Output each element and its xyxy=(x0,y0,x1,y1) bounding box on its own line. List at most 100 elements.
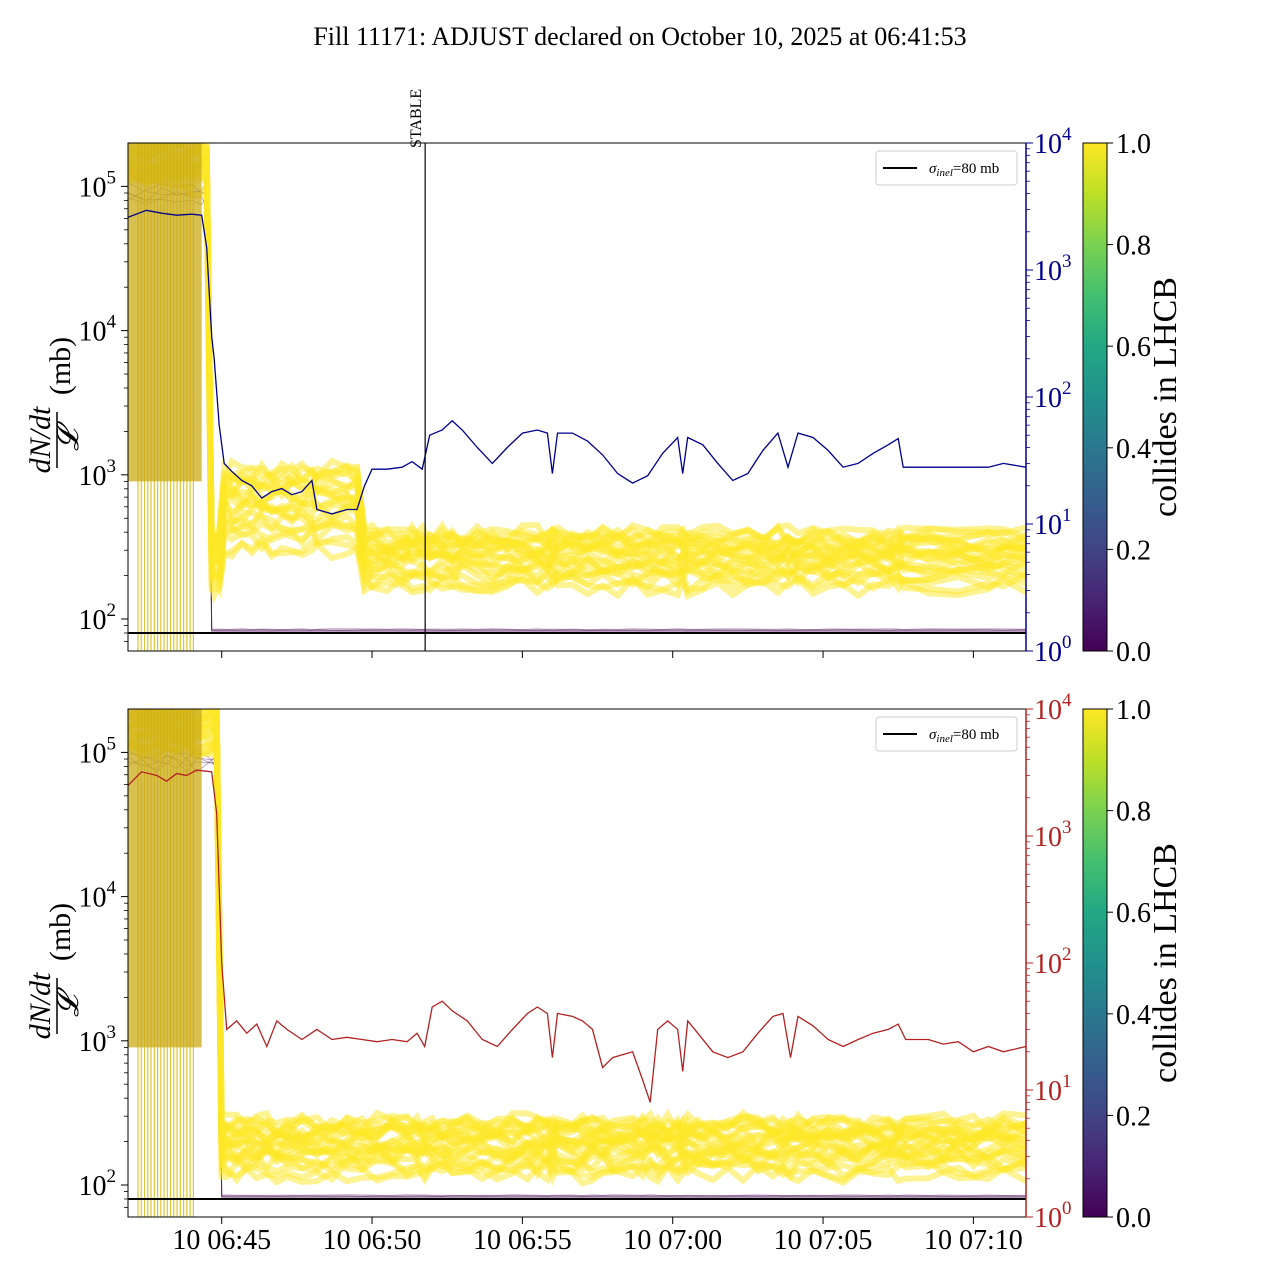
bunch-trace xyxy=(128,727,1026,1170)
bunch-trace xyxy=(128,709,1026,1140)
bunch-trace xyxy=(128,710,1026,1149)
bunch-trace xyxy=(128,191,1026,632)
bunch-trace xyxy=(128,193,1026,632)
bunch-trace xyxy=(128,717,1026,1162)
x-tick-label: 10 07:00 xyxy=(623,1225,722,1256)
bottom-x-axis: 10 06:45 10 06:50 10 06:55 10 07:00 10 07:05… xyxy=(172,1217,1023,1256)
bunch-trace xyxy=(128,727,1026,1173)
x-tick-label: 10 06:55 xyxy=(473,1225,572,1256)
bottom-legend-box xyxy=(875,716,1018,752)
top-early-colliding-traces xyxy=(128,143,202,651)
colorbar-tick-label: 1.0 xyxy=(1116,695,1151,726)
top-colorbar: 0.0 0.2 0.4 0.6 0.8 1.0 collides in LHCB xyxy=(1082,129,1184,668)
bunch-trace xyxy=(128,749,1026,1197)
colorbar-tick-label: 0.4 xyxy=(1116,434,1151,465)
bottom-colorbar-ticks: 0.0 0.2 0.4 0.6 0.8 1.0 xyxy=(1107,695,1151,1234)
bunch-trace xyxy=(128,709,1026,1152)
right-tick-label: 104 xyxy=(1034,124,1072,160)
bunch-trace xyxy=(128,180,1026,631)
right-tick-label: 102 xyxy=(1034,944,1072,980)
early-bunch-fill xyxy=(128,143,202,482)
bunch-trace xyxy=(128,723,1026,1166)
bottom-y-axis-label: dN/dt 𝓛 (mb) xyxy=(24,903,85,1040)
right-tick-label: 100 xyxy=(1034,632,1072,668)
bunch-trace xyxy=(128,709,1026,1142)
bottom-colorbar: 0.0 0.2 0.4 0.6 0.8 1.0 collides in LHCB xyxy=(1082,695,1184,1234)
right-tick-label: 100 xyxy=(1034,1198,1072,1234)
bunch-trace xyxy=(128,713,1026,1153)
bunch-trace xyxy=(128,734,1026,1182)
top-ylabel-numerator: dN/dt xyxy=(24,406,57,473)
colorbar-tick-label: 0.8 xyxy=(1116,797,1151,828)
bunch-trace xyxy=(128,747,1026,1197)
top-colorbar-ticks: 0.0 0.2 0.4 0.6 0.8 1.0 xyxy=(1107,129,1151,668)
bunch-trace xyxy=(128,143,1026,561)
colorbar-tick-label: 0.2 xyxy=(1116,535,1151,566)
colorbar-tick-label: 0.8 xyxy=(1116,231,1151,262)
top-panel: STABLE 102 103 104 105 100 101 102 103 104 dN/d… xyxy=(24,89,1184,668)
bottom-early-colliding-traces xyxy=(128,709,202,1217)
bunch-trace xyxy=(128,725,1026,1177)
bottom-bunch-rate-band xyxy=(128,709,1026,1198)
top-left-y-axis: 102 103 104 105 xyxy=(79,167,128,642)
colorbar-tick-label: 0.6 xyxy=(1116,332,1151,363)
bottom-rate-line xyxy=(128,769,1026,1103)
bunch-trace xyxy=(128,720,1026,1164)
left-tick-label: 104 xyxy=(79,312,117,348)
top-legend: σinel=80 mb xyxy=(875,150,1018,186)
bottom-ylabel-numerator: dN/dt xyxy=(24,972,57,1039)
bunch-trace xyxy=(145,709,1026,1138)
bunch-trace xyxy=(128,143,1026,560)
right-tick-label: 104 xyxy=(1034,690,1072,726)
bunch-trace xyxy=(128,713,1026,1156)
bottom-legend-label: σinel=80 mb xyxy=(929,727,999,745)
bottom-plot-area xyxy=(128,709,1026,1217)
top-right-y-axis: 100 101 102 103 104 xyxy=(1025,124,1072,668)
bunch-trace xyxy=(131,143,1026,552)
top-x-axis xyxy=(221,651,974,658)
bunch-trace xyxy=(128,709,1026,1136)
colorbar-tick-label: 0.2 xyxy=(1116,1101,1151,1132)
figure-title: Fill 11171: ADJUST declared on October 1… xyxy=(313,22,966,51)
left-tick-label: 102 xyxy=(79,1166,117,1202)
bunch-trace xyxy=(128,711,1026,1151)
colorbar-tick-label: 0.0 xyxy=(1116,637,1151,668)
bottom-left-y-axis: 102 103 104 105 xyxy=(79,733,128,1208)
top-legend-box xyxy=(875,150,1018,186)
left-tick-label: 103 xyxy=(79,1022,117,1058)
bunch-trace xyxy=(128,709,1026,1146)
x-tick-label: 10 06:45 xyxy=(172,1225,271,1256)
right-tick-label: 103 xyxy=(1034,817,1072,853)
bunch-trace xyxy=(128,719,1026,1166)
left-tick-label: 103 xyxy=(79,456,117,492)
top-legend-label: σinel=80 mb xyxy=(929,161,999,179)
x-tick-label: 10 07:05 xyxy=(774,1225,873,1256)
bottom-legend: σinel=80 mb xyxy=(875,716,1018,752)
top-colorbar-gradient xyxy=(1082,142,1108,652)
right-tick-label: 101 xyxy=(1034,1071,1072,1107)
right-tick-label: 101 xyxy=(1034,505,1072,541)
early-bunch-fill xyxy=(128,709,202,1048)
x-tick-label: 10 06:50 xyxy=(323,1225,422,1256)
bunch-trace xyxy=(128,187,1026,632)
bunch-trace xyxy=(128,153,1026,582)
right-tick-label: 103 xyxy=(1034,251,1072,287)
bottom-right-y-axis: 100 101 102 103 104 xyxy=(1025,690,1072,1234)
bunch-trace xyxy=(128,728,1026,1175)
top-colorbar-label: collides in LHCB xyxy=(1147,277,1184,517)
stable-annotation: STABLE xyxy=(408,89,425,148)
bunch-trace xyxy=(128,709,1026,1145)
bunch-trace xyxy=(128,754,1026,1198)
bottom-colorbar-label: collides in LHCB xyxy=(1147,843,1184,1083)
right-tick-label: 102 xyxy=(1034,378,1072,414)
bottom-colorbar-gradient xyxy=(1082,708,1108,1218)
bunch-trace xyxy=(128,757,1026,1198)
top-y-axis-label: dN/dt 𝓛 (mb) xyxy=(24,337,85,474)
left-tick-label: 105 xyxy=(79,167,117,203)
bunch-trace xyxy=(128,183,1026,631)
top-plot-area xyxy=(128,143,1026,651)
colorbar-tick-label: 0.4 xyxy=(1116,1000,1151,1031)
bunch-trace xyxy=(128,754,1026,1198)
bunch-trace xyxy=(129,143,1026,555)
